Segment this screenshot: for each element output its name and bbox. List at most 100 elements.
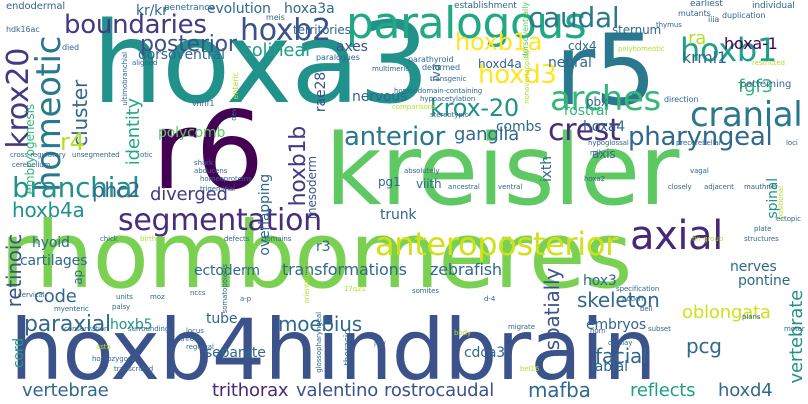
word-specification: specification (616, 285, 660, 293)
word-r3: r3 (316, 239, 331, 255)
word-pcg: pcg (686, 334, 722, 358)
word-rostral: rostral (564, 103, 609, 119)
word-neural: neural (548, 55, 592, 71)
word-locus: locus (186, 327, 204, 335)
word-adjacent: adjacent (704, 183, 734, 191)
word-17q21: 17q21 (344, 285, 366, 293)
word-skeleton: skeleton (577, 288, 660, 312)
word-hypoacetylation: hypoacetylation (420, 95, 476, 103)
word-oblongata: oblongata (682, 302, 771, 323)
word-reflects: reflects (630, 380, 696, 401)
word-mesoderm: mesoderm (305, 156, 319, 220)
word-rhombomeres: rhombomeres (0, 202, 632, 309)
word-cross-regulatory: cross-regulatory (10, 151, 66, 159)
word-multimeric: multimeric (372, 65, 409, 73)
word-dorsoventral: dorsoventral (138, 47, 225, 63)
word-closely: closely (668, 183, 692, 191)
word-iiia: iiia (708, 15, 720, 24)
word-fgf3: fgf3 (738, 76, 773, 97)
word-bel16: bel16 (520, 365, 540, 373)
word-krox-20: krox-20 (430, 94, 519, 122)
word-penetrance: penetrance (164, 3, 215, 13)
word-asta: asta (96, 343, 111, 351)
word-otic: otic (140, 151, 153, 159)
word-patterning: patterning (740, 79, 792, 90)
word-units: units (116, 293, 133, 301)
word-spatially: spatially (540, 268, 564, 351)
word-deformed: deformed (422, 63, 461, 72)
word-pharyngeal: pharyngeal (628, 122, 773, 152)
word-subset: subset (648, 325, 671, 333)
word-hoxb4hindbrain: hoxb4hindbrain (10, 301, 657, 399)
word-orientation: orientation (303, 266, 311, 304)
word-anterior: anterior (344, 122, 446, 152)
word-enteric: enteric (231, 72, 240, 100)
word-ectopic: ectopic (776, 215, 801, 223)
word-homozygous: homozygous (92, 355, 136, 363)
word-axes: axes (336, 39, 368, 55)
word-hoxb5: hoxb5 (110, 317, 153, 333)
word-facial: facial (595, 344, 648, 368)
word-thoracic: thoracic (343, 330, 353, 366)
word-dev: dev (230, 108, 238, 121)
word-ectoderm: ectoderm (194, 263, 260, 279)
word-transcribed: transcribed (114, 365, 154, 373)
word-trunk: trunk (380, 207, 417, 223)
word-caudal: caudal (528, 1, 620, 34)
word-sternum: sternum (612, 23, 662, 37)
word-cerebellum: cerebellum (12, 161, 51, 169)
word-paralogues: paralogues (316, 53, 360, 62)
word-arches: arches (550, 79, 661, 119)
word-trigeminal: trigeminal (200, 185, 236, 193)
word-stereotypic: stereotypic (430, 111, 469, 119)
word-valentino: valentino (296, 380, 379, 401)
word-polycomb: polycomb (158, 125, 226, 141)
word-cervical: cervical (18, 291, 45, 299)
word-structures: structures (744, 235, 779, 243)
word-hoxb1a: hoxb1a (455, 28, 543, 56)
word-individual: individual (752, 1, 795, 11)
word-pouch: pouch (622, 295, 644, 303)
word-unsegmented: unsegmented (72, 151, 120, 159)
word-comparisons: comparisons (392, 103, 436, 111)
word-myenteric: myenteric (54, 305, 89, 313)
word-somites: somites (412, 287, 439, 295)
word-hdk16ac: hdk16ac (6, 25, 40, 34)
word-body: body (454, 329, 472, 337)
word-abducens: abducens (194, 167, 228, 175)
word-nonoverlapping: nonoverlapping (523, 50, 531, 104)
word-rae28: rae28 (313, 72, 329, 113)
word-transgenic: transgenic (430, 75, 467, 83)
word-hoxb1: hoxb1 (680, 31, 777, 69)
word-paralogous: paralogous (346, 0, 587, 49)
word-direction: direction (664, 95, 699, 104)
word-surrounding: surrounding (128, 325, 170, 333)
word-kr-kr: kr/kr (136, 3, 168, 19)
word-polyhomeotic: polyhomeotic (618, 45, 665, 53)
word-evolution: evolution (207, 1, 271, 17)
word-viith: viith (416, 177, 442, 191)
word-vertebrate: vertebrate (786, 290, 807, 384)
word-boundaries: boundaries (64, 10, 207, 40)
word-cdca3: cdca3 (464, 345, 506, 361)
word-axial: axial (630, 213, 723, 259)
word-meis: meis (266, 13, 285, 22)
word-mafba: mafba (528, 378, 591, 402)
word-duplication: duplication (722, 11, 766, 20)
word-cranial: cranial (690, 95, 803, 135)
word-branchial: branchial (12, 171, 140, 204)
word-hoxa3: hoxa3 (92, 0, 430, 129)
word-nccs: nccs (190, 289, 206, 297)
word-died: died (62, 43, 79, 52)
word-hoxa2: hoxa2 (584, 175, 606, 183)
word-ixth: ixth (539, 156, 555, 182)
word-zebrafish: zebrafish (430, 260, 502, 279)
word-defects: defects (224, 235, 250, 243)
word-a-p: a-p (240, 295, 252, 303)
word-pbx: pbx (586, 95, 608, 109)
word-ganglia: ganglia (454, 124, 520, 145)
word-code: code (34, 286, 77, 307)
word-loci: loci (786, 139, 798, 147)
word-hoxb4a: hoxb4a (12, 198, 85, 222)
word-bell: bell (640, 305, 653, 313)
